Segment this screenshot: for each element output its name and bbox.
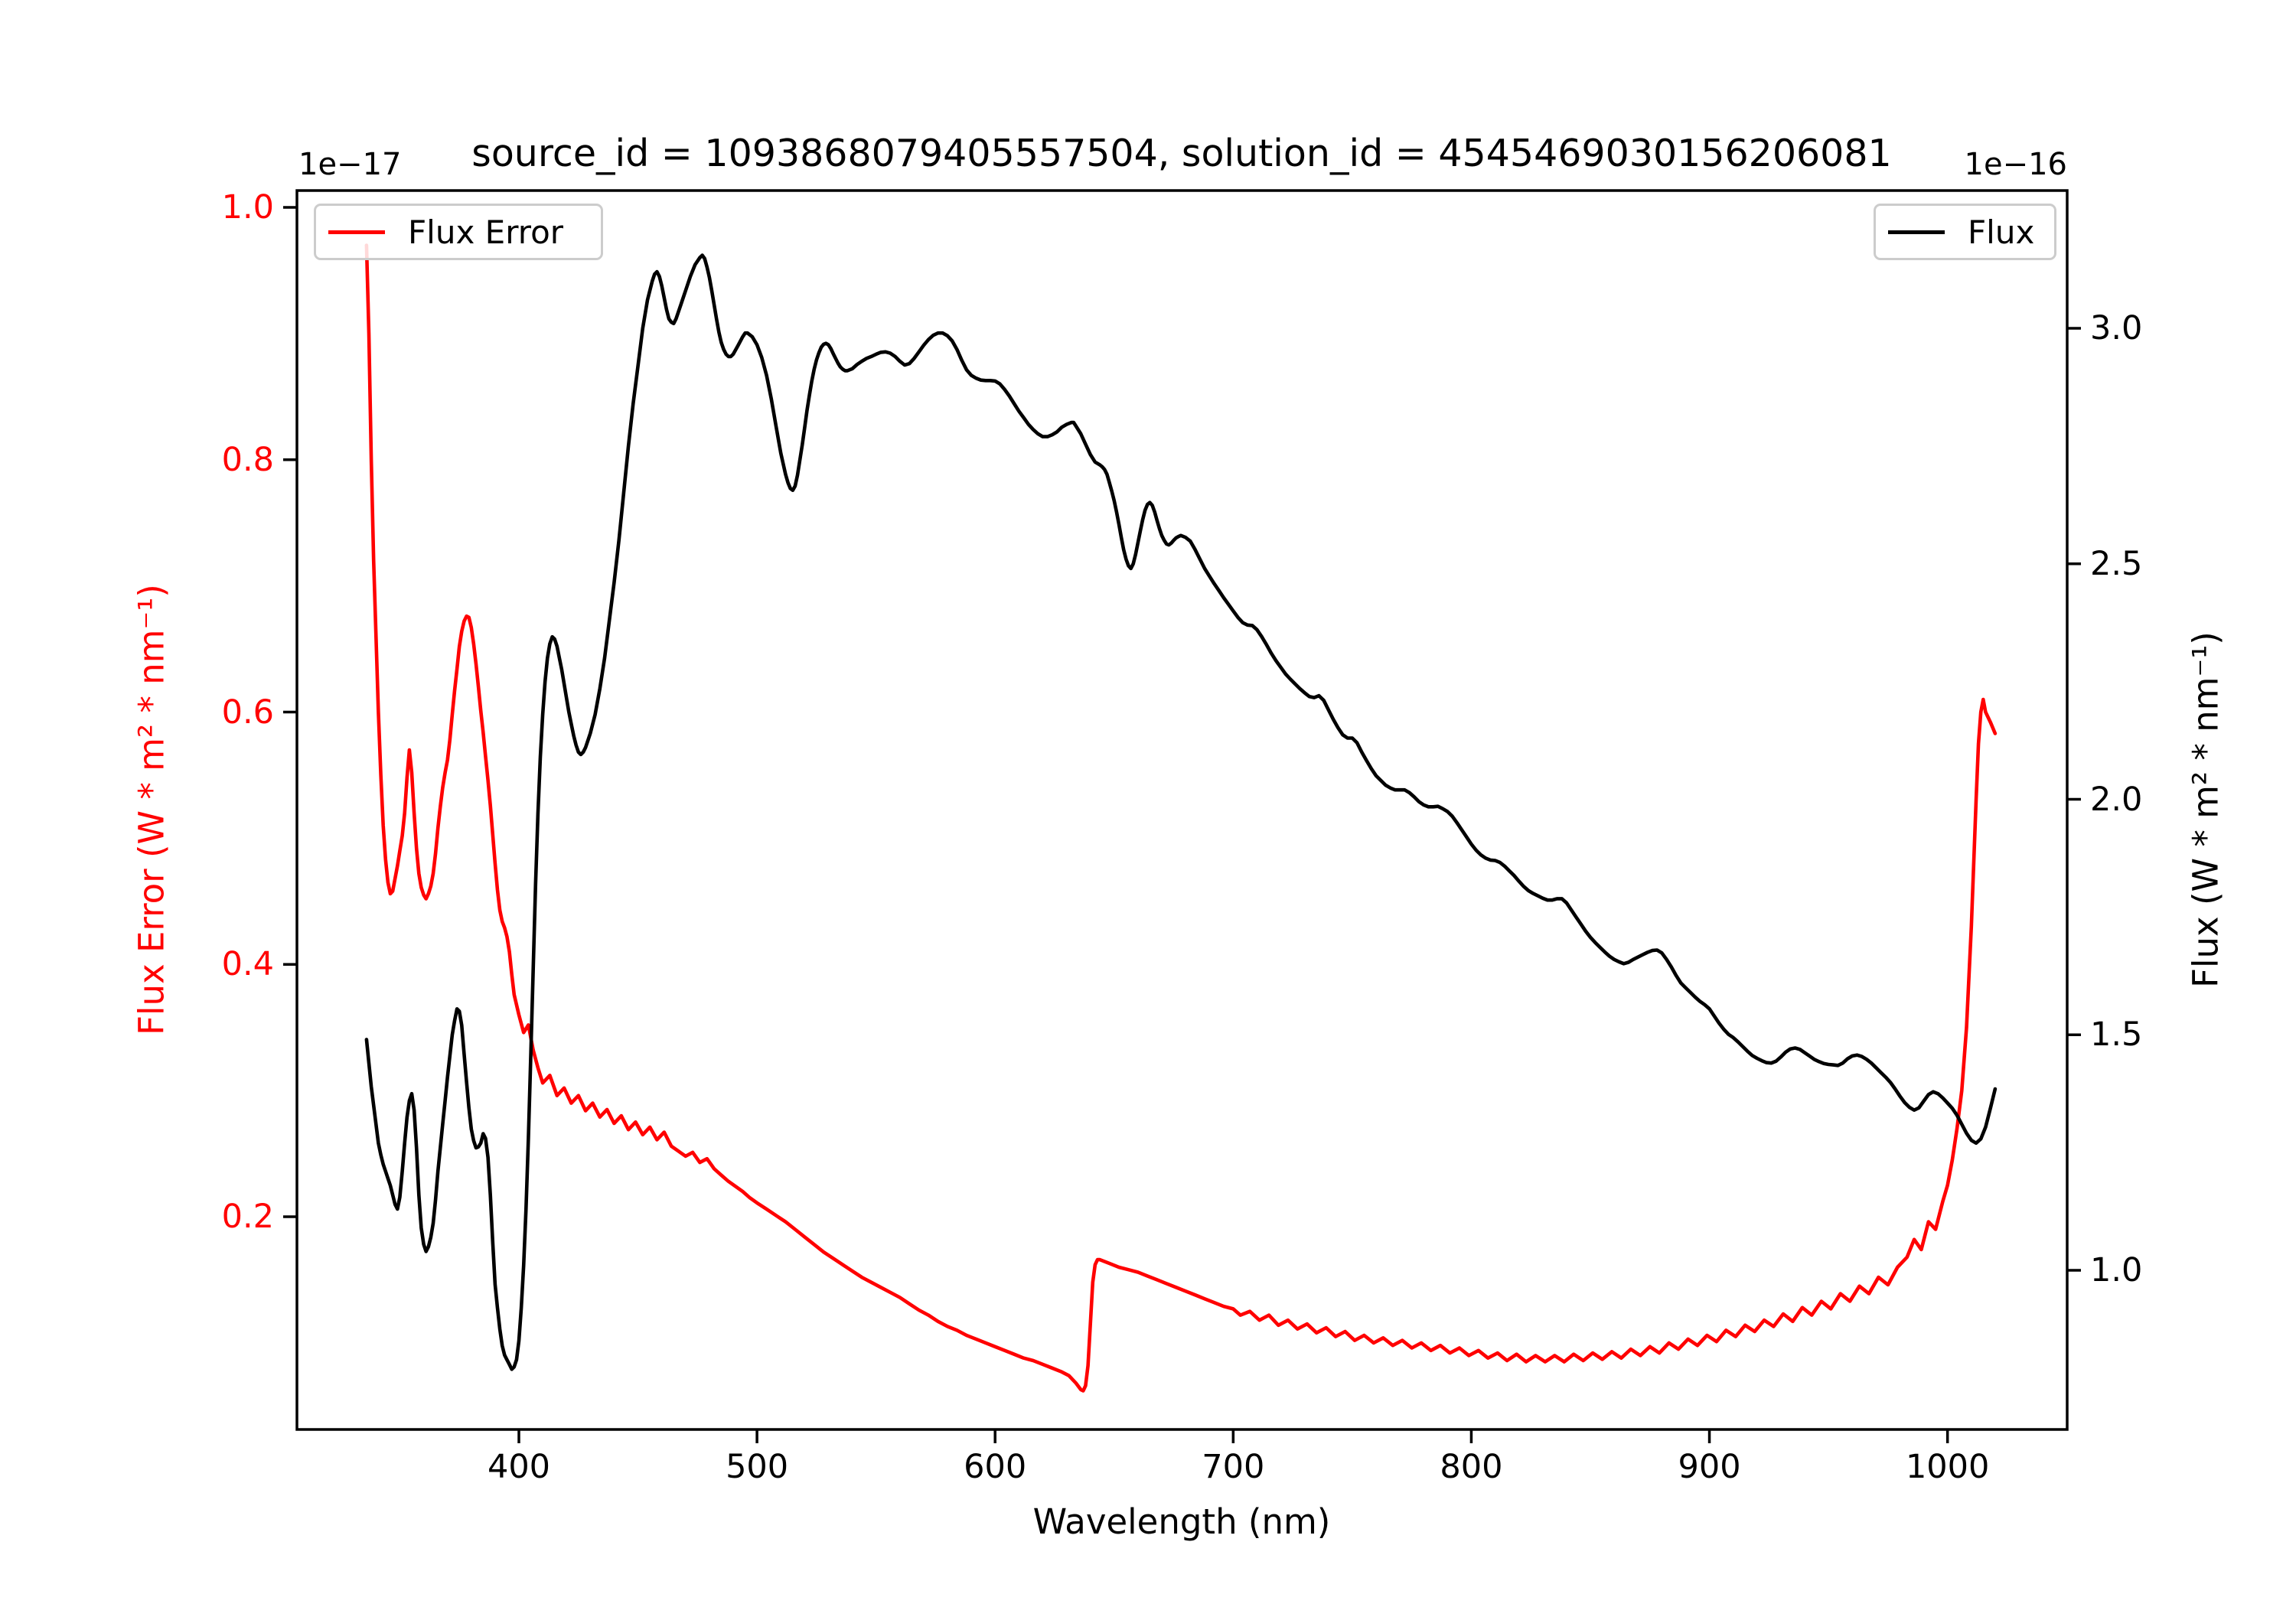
- left-y-tick-label: 0.6: [221, 693, 274, 732]
- left-axis-scale-offset: 1e−17: [298, 147, 402, 182]
- x-tick-label: 900: [1678, 1448, 1741, 1486]
- x-tick-label: 800: [1440, 1448, 1503, 1486]
- left-y-tick-label: 0.8: [221, 440, 274, 479]
- right-y-axis-label: Flux (W * m² * nm⁻¹): [2185, 631, 2226, 988]
- left-y-tick-label: 0.4: [221, 945, 274, 984]
- axes-spines: [295, 189, 2069, 1431]
- flux-line-sample: [1888, 230, 1945, 234]
- x-axis-label: Wavelength (nm): [1032, 1501, 1331, 1542]
- curves: [364, 243, 1998, 1393]
- x-tick-label: 400: [487, 1448, 551, 1486]
- axis-ticks: [283, 206, 2081, 1443]
- axes-border: [295, 189, 2069, 1431]
- x-tick-label: 1000: [1905, 1448, 1990, 1486]
- legend-flux-error-label: Flux Error: [408, 213, 564, 251]
- legend-flux: Flux: [1874, 204, 2056, 260]
- x-tick-label: 700: [1202, 1448, 1265, 1486]
- right-y-tick-label: 1.0: [2090, 1251, 2143, 1289]
- right-y-tick-label: 3.0: [2090, 309, 2143, 347]
- left-y-tick-label: 0.2: [221, 1198, 274, 1236]
- left-y-tick-label: 1.0: [221, 188, 274, 227]
- flux-curve: [364, 253, 1998, 1371]
- right-axis-scale-offset: 1e−16: [1964, 147, 2067, 182]
- legend-flux-label: Flux: [1968, 213, 2035, 251]
- flux-error-curve: [364, 243, 1998, 1393]
- legend-flux-error: Flux Error: [314, 204, 603, 260]
- plot-title: source_id = 1093868079405557504, solutio…: [471, 132, 1892, 175]
- flux-error-line-sample: [328, 230, 385, 234]
- right-y-tick-label: 1.5: [2090, 1015, 2143, 1054]
- right-y-tick-label: 2.0: [2090, 780, 2143, 819]
- left-y-axis-label: Flux Error (W * m² * nm⁻¹): [131, 584, 172, 1035]
- right-y-tick-label: 2.5: [2090, 544, 2143, 583]
- x-tick-label: 500: [726, 1448, 789, 1486]
- x-tick-label: 600: [964, 1448, 1027, 1486]
